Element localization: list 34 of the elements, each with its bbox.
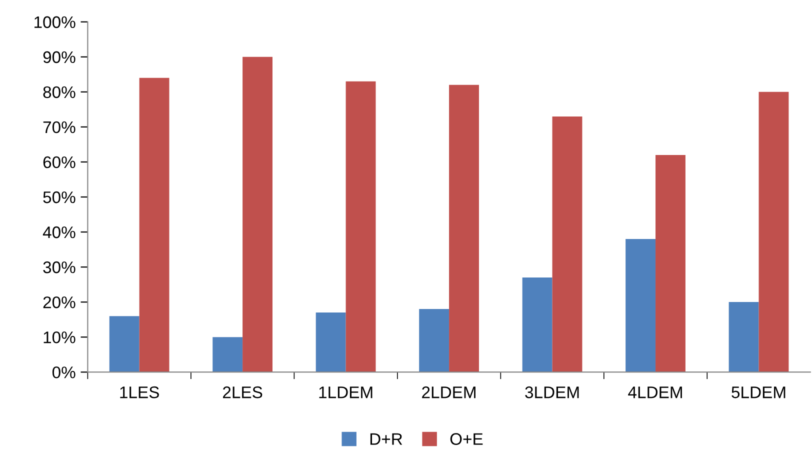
bar xyxy=(656,154,686,372)
bar xyxy=(626,239,656,372)
x-tick-label: 5LDEM xyxy=(732,386,786,398)
x-tick-label: 1LDEM xyxy=(319,386,372,398)
bar xyxy=(316,312,346,372)
y-tick-label: 20% xyxy=(43,296,76,308)
y-tick-label: 30% xyxy=(43,261,76,274)
y-tick-label: 60% xyxy=(43,156,76,168)
y-tick-label: 90% xyxy=(43,51,76,64)
y-tick-label: 80% xyxy=(43,86,76,98)
x-tick-label: 4LDEM xyxy=(628,386,682,398)
bar xyxy=(758,92,789,372)
legend-label: D+R xyxy=(370,433,402,445)
bar xyxy=(522,278,552,372)
x-tick-label: 2LDEM xyxy=(422,386,476,398)
bar xyxy=(449,84,479,372)
x-tick-label: 2LES xyxy=(223,386,262,398)
y-tick-label: 100% xyxy=(34,16,76,28)
x-tick-label: 1LES xyxy=(120,386,159,398)
y-tick-label: 70% xyxy=(43,121,76,134)
bar xyxy=(346,81,376,372)
x-tick-label: 3LDEM xyxy=(525,386,579,398)
bar xyxy=(212,337,243,372)
bar xyxy=(109,316,140,372)
bar xyxy=(242,56,272,372)
y-tick-label: 10% xyxy=(44,331,76,344)
y-tick-label: 50% xyxy=(43,191,76,204)
bar xyxy=(728,302,759,372)
bar xyxy=(419,309,450,372)
y-tick-label: 40% xyxy=(42,226,76,238)
legend-label: O+E xyxy=(450,433,483,445)
bar xyxy=(139,78,170,372)
y-tick-label: 0% xyxy=(52,366,76,378)
bar xyxy=(552,116,582,372)
